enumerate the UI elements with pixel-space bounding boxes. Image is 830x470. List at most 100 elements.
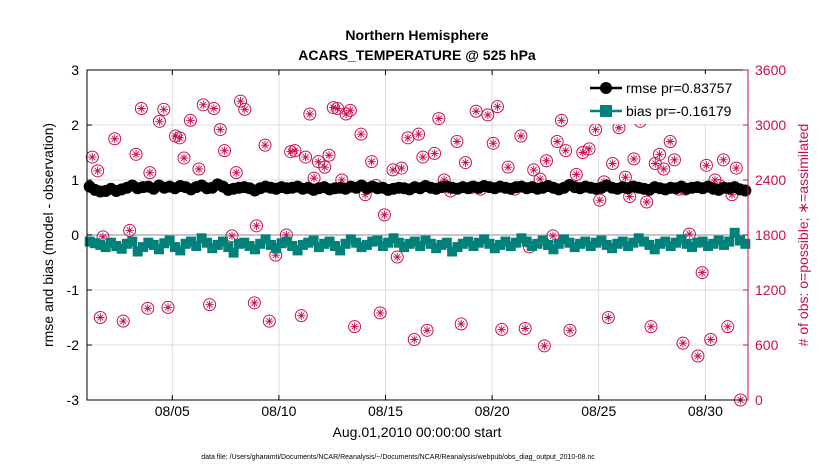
obs-possible-marker bbox=[326, 101, 340, 115]
obs-count-point bbox=[173, 131, 187, 145]
bias-marker bbox=[548, 244, 559, 255]
y2-tick-label: 3600 bbox=[755, 62, 786, 78]
obs-possible-marker bbox=[129, 147, 143, 161]
obs-possible-marker bbox=[108, 132, 122, 146]
obs-assimilated-marker bbox=[329, 103, 338, 112]
x-tick-label: 08/15 bbox=[368, 403, 403, 419]
obs-count-point bbox=[559, 144, 573, 158]
obs-assimilated-marker bbox=[414, 129, 423, 139]
obs-possible-marker bbox=[365, 155, 379, 169]
bias-marker bbox=[639, 236, 650, 247]
obs-possible-marker bbox=[540, 154, 554, 168]
obs-count-point bbox=[354, 127, 368, 141]
obs-possible-marker bbox=[469, 104, 483, 118]
obs-assimilated-marker bbox=[171, 131, 180, 141]
obs-assimilated-marker bbox=[595, 195, 605, 205]
obs-possible-marker bbox=[729, 161, 743, 175]
obs-count-point bbox=[143, 166, 157, 180]
bias-marker bbox=[617, 236, 628, 247]
obs-assimilated-marker bbox=[265, 316, 274, 326]
bias-marker bbox=[431, 243, 442, 254]
y2-tick-label: 3000 bbox=[755, 117, 786, 133]
bias-marker bbox=[345, 234, 356, 245]
obs-possible-marker bbox=[203, 298, 217, 312]
obs-possible-marker bbox=[518, 322, 532, 335]
obs-count-point bbox=[486, 136, 500, 150]
obs-possible-marker bbox=[627, 152, 641, 166]
obs-assimilated-marker bbox=[723, 322, 732, 331]
obs-count-point bbox=[514, 129, 528, 143]
obs-count-point bbox=[716, 153, 730, 167]
obs-assimilated-marker bbox=[350, 322, 359, 331]
bias-marker bbox=[665, 241, 676, 251]
y-tick-label: 1 bbox=[71, 172, 79, 188]
obs-count-point bbox=[450, 135, 464, 148]
bias-marker bbox=[340, 238, 351, 249]
obs-possible-marker bbox=[699, 158, 713, 172]
bias-marker bbox=[740, 238, 751, 249]
obs-count-point bbox=[91, 164, 105, 178]
obs-count-point bbox=[134, 102, 148, 115]
bias-marker bbox=[244, 241, 255, 251]
bias-marker bbox=[100, 242, 111, 253]
obs-assimilated-marker bbox=[471, 107, 481, 116]
bias-marker bbox=[687, 242, 698, 253]
obs-assimilated-marker bbox=[493, 102, 502, 111]
bias-marker bbox=[468, 241, 479, 251]
obs-count-point bbox=[704, 333, 718, 346]
bias-marker bbox=[644, 239, 655, 250]
obs-assimilated-marker bbox=[452, 137, 462, 146]
obs-assimilated-marker bbox=[548, 231, 558, 241]
obs-assimilated-marker bbox=[93, 166, 102, 176]
bias-marker bbox=[239, 237, 250, 248]
obs-count-point bbox=[582, 142, 596, 156]
y2-axis-ticks: 0 600 1200 1800 2400 3000 3600 bbox=[743, 62, 786, 408]
obs-count-point bbox=[250, 219, 264, 233]
obs-assimilated-marker bbox=[250, 298, 259, 308]
bias-marker bbox=[137, 242, 148, 253]
bias-marker bbox=[121, 238, 132, 249]
bias-marker bbox=[735, 235, 746, 246]
obs-possible-marker bbox=[676, 336, 690, 350]
bias-marker bbox=[351, 237, 362, 248]
chart-subtitle: ACARS_TEMPERATURE @ 525 hPa bbox=[298, 47, 536, 63]
obs-assimilated-marker bbox=[697, 268, 707, 277]
obs-possible-marker bbox=[354, 127, 368, 141]
obs-possible-marker bbox=[663, 135, 677, 148]
obs-assimilated-marker bbox=[163, 303, 173, 312]
bias-marker bbox=[319, 238, 330, 249]
obs-possible-marker bbox=[85, 150, 99, 164]
bias-marker bbox=[201, 237, 212, 248]
obs-assimilated-marker bbox=[324, 151, 334, 160]
bias-marker bbox=[521, 236, 532, 247]
obs-assimilated-marker bbox=[516, 131, 526, 141]
obs-count-point bbox=[454, 317, 468, 331]
obs-assimilated-marker bbox=[410, 335, 419, 344]
obs-assimilated-marker bbox=[199, 100, 208, 110]
bias-marker bbox=[463, 236, 474, 247]
bias-marker bbox=[612, 238, 623, 249]
obs-assimilated-marker bbox=[309, 173, 319, 183]
obs-assimilated-marker bbox=[529, 165, 538, 175]
obs-count-point bbox=[627, 152, 641, 166]
obs-assimilated-marker bbox=[702, 161, 711, 170]
obs-assimilated-marker bbox=[520, 324, 530, 333]
obs-possible-marker bbox=[161, 300, 175, 314]
obs-count-point bbox=[416, 150, 430, 164]
obs-count-point bbox=[458, 156, 472, 170]
bias-marker bbox=[681, 238, 692, 249]
bias-marker bbox=[153, 244, 164, 255]
bias-marker bbox=[356, 242, 367, 253]
obs-possible-marker bbox=[299, 150, 313, 164]
obs-count-point bbox=[699, 158, 713, 172]
bias-marker bbox=[185, 236, 196, 247]
obs-possible-marker bbox=[373, 306, 387, 320]
bias-marker bbox=[623, 241, 634, 251]
obs-assimilated-marker bbox=[393, 252, 402, 262]
obs-possible-marker bbox=[258, 138, 272, 152]
obs-assimilated-marker bbox=[693, 351, 703, 361]
bias-marker bbox=[633, 233, 644, 244]
bias-marker bbox=[377, 241, 388, 251]
obs-count-point bbox=[601, 311, 615, 324]
obs-possible-marker bbox=[691, 349, 705, 363]
